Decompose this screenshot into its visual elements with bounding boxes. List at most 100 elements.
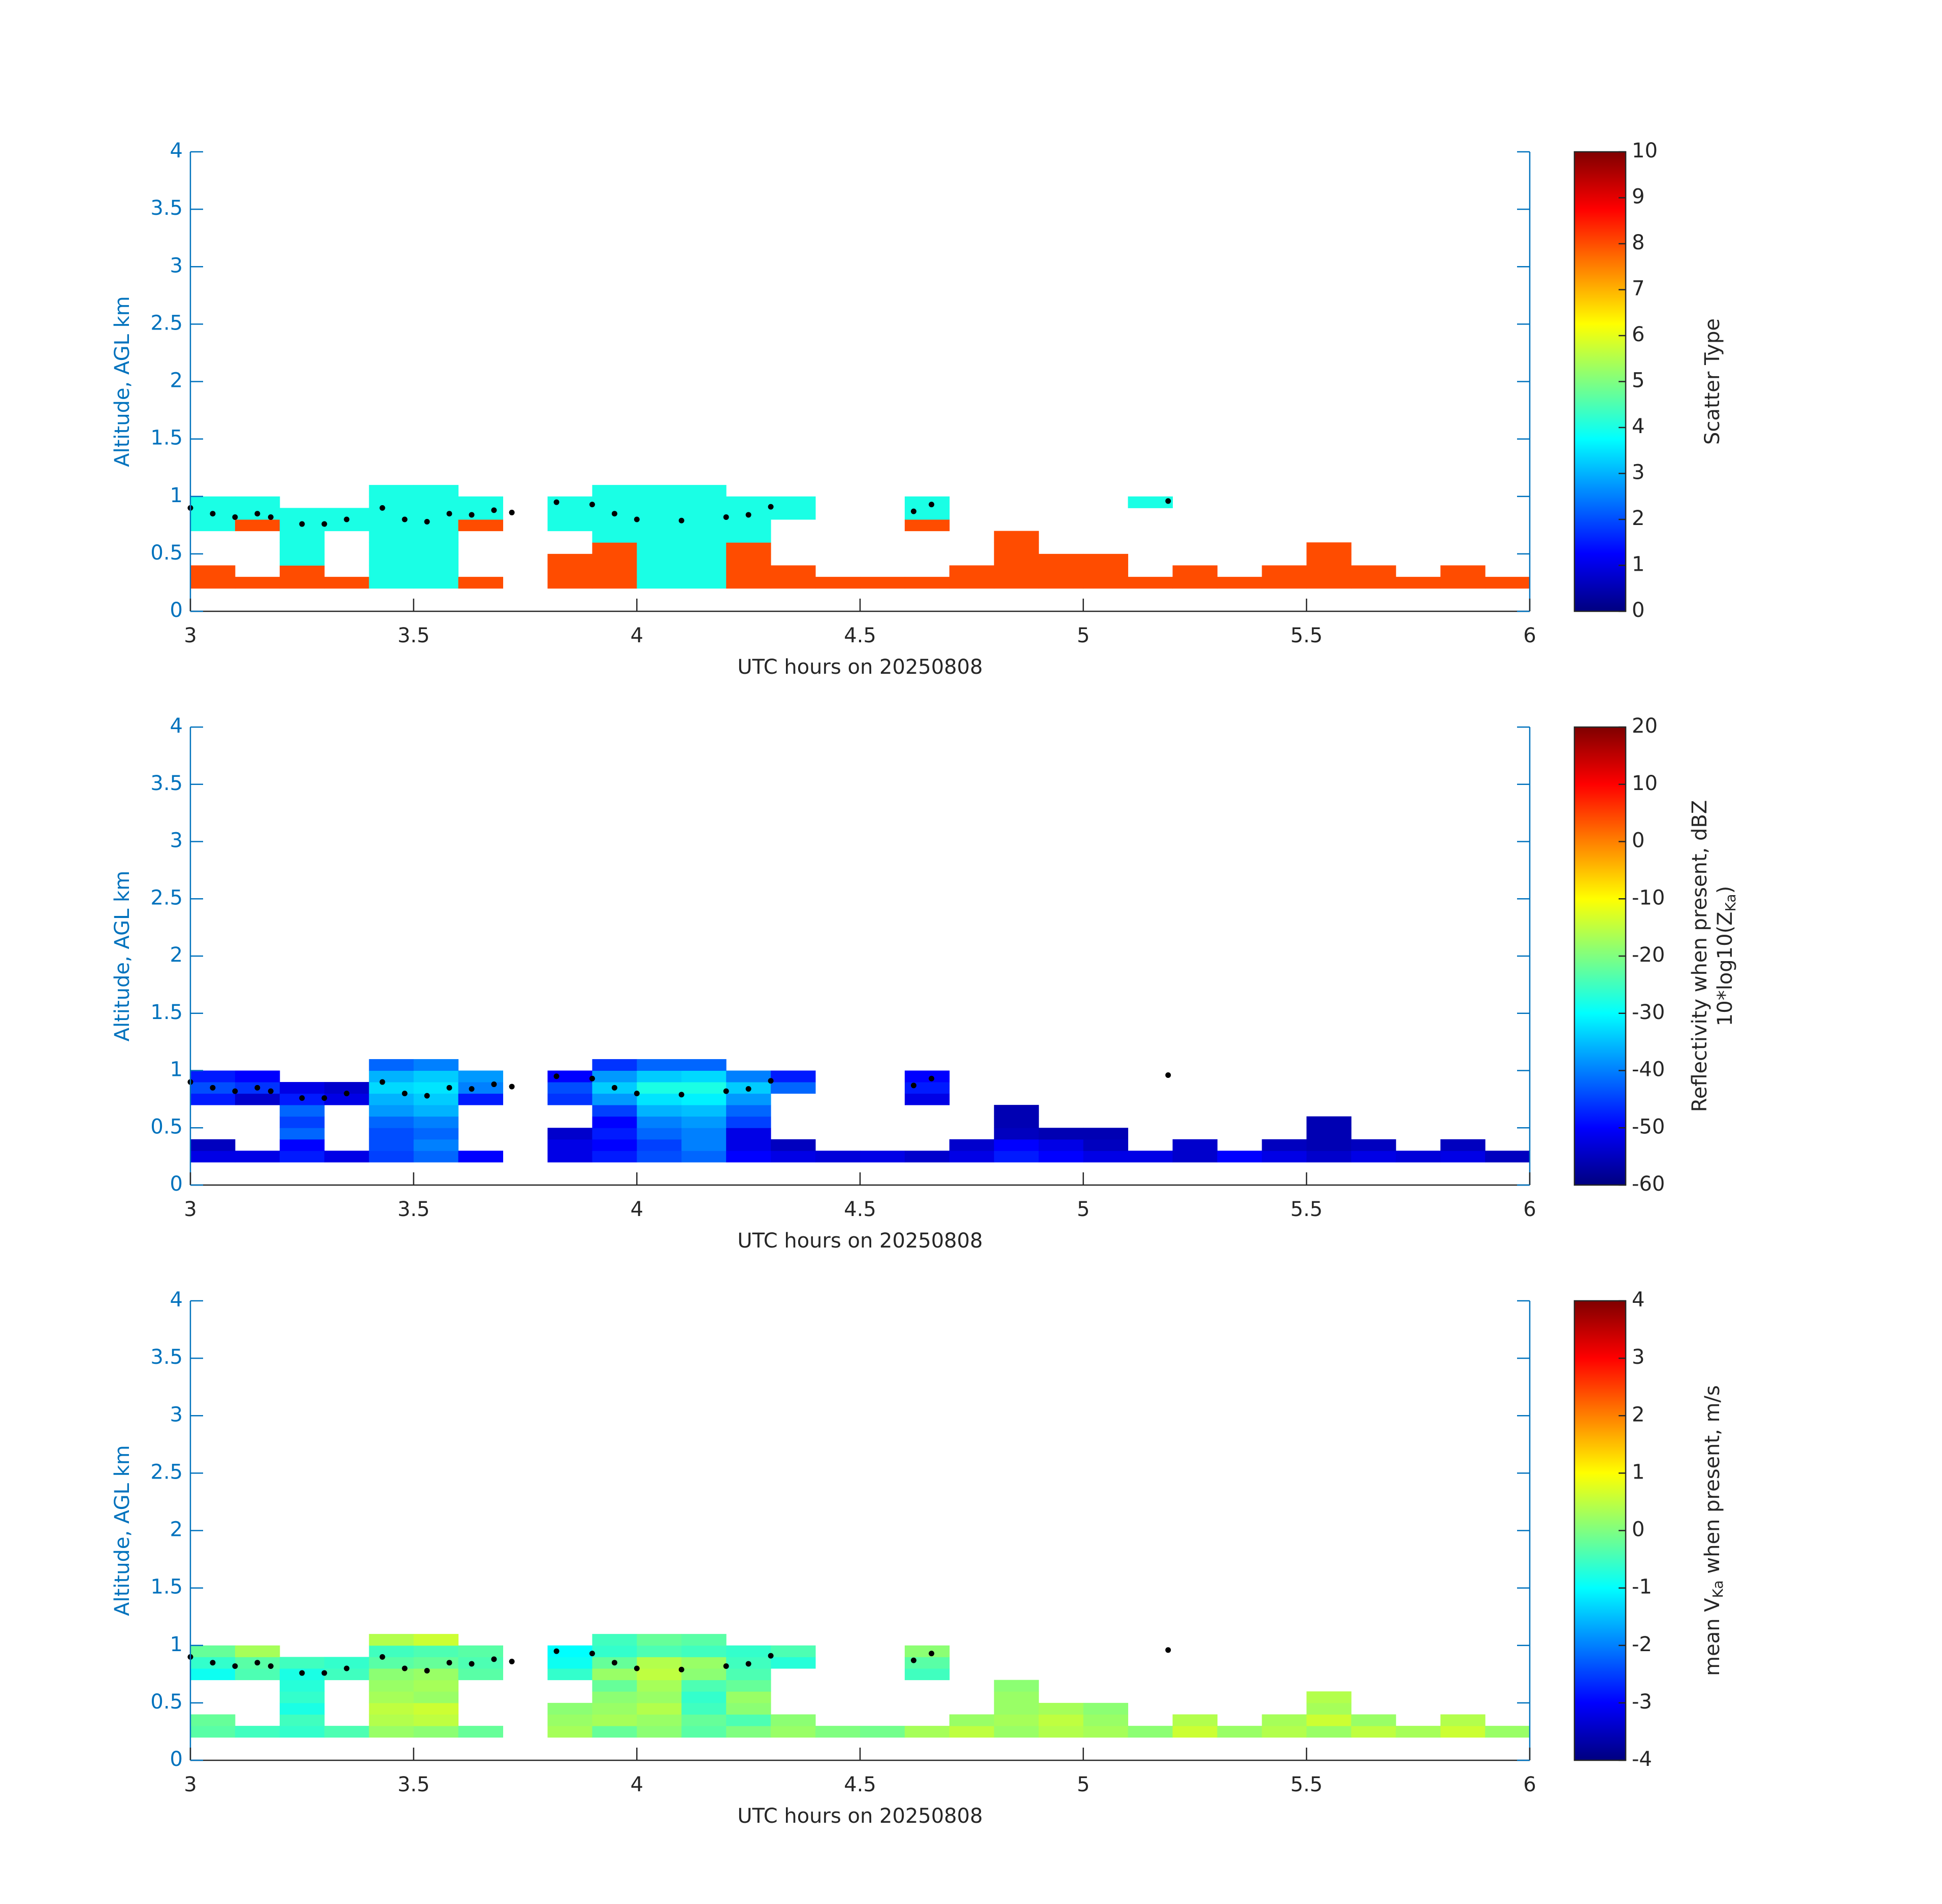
cloud-base-point xyxy=(232,514,238,520)
colorbar-tick-label: 7 xyxy=(1632,277,1644,301)
heatmap-cell xyxy=(1440,1714,1486,1726)
heatmap-cell xyxy=(994,1128,1039,1140)
heatmap-cell xyxy=(190,565,236,577)
heatmap-cell xyxy=(324,519,370,532)
cloud-base-point xyxy=(634,1665,640,1671)
heatmap-cell xyxy=(681,1680,727,1692)
cloud-base-point xyxy=(509,1658,515,1664)
x-tick-label: 4.5 xyxy=(844,624,876,647)
heatmap-cell xyxy=(1217,1726,1262,1738)
y-tick-label: 0 xyxy=(170,1172,183,1196)
heatmap-cell xyxy=(369,1680,414,1692)
heatmap-cell xyxy=(369,508,414,520)
heatmap-cell xyxy=(1440,1151,1486,1163)
heatmap-cell xyxy=(726,1116,771,1128)
heatmap-cell xyxy=(1440,565,1486,577)
heatmap-cell xyxy=(413,1645,459,1657)
heatmap-cell xyxy=(726,1714,771,1726)
heatmap-cell xyxy=(369,1634,414,1646)
heatmap-cell xyxy=(458,1093,504,1105)
heatmap-cell xyxy=(1128,496,1173,508)
heatmap-cell xyxy=(726,565,771,577)
heatmap-cell xyxy=(1128,1726,1173,1738)
colorbar-tick-label: 1 xyxy=(1632,553,1644,576)
cloud-base-point xyxy=(469,1086,475,1092)
heatmap-cell xyxy=(771,1657,816,1669)
heatmap-cell xyxy=(1306,553,1352,566)
heatmap-cell xyxy=(235,496,280,508)
x-tick-label: 3 xyxy=(184,1773,196,1796)
heatmap-cell xyxy=(949,1139,995,1151)
heatmap-cell xyxy=(637,1645,682,1657)
heatmap-cell xyxy=(413,1668,459,1681)
cloud-base-point xyxy=(254,511,260,517)
cloud-base-point xyxy=(553,499,559,505)
heatmap-cell xyxy=(1217,1151,1262,1163)
x-tick-label: 3.5 xyxy=(398,1198,430,1221)
label-part: ) xyxy=(1714,886,1737,894)
y-tick-label: 1 xyxy=(170,1633,183,1656)
heatmap-cell xyxy=(592,1680,637,1692)
heatmap-cell xyxy=(726,1680,771,1692)
heatmap-cell xyxy=(681,519,727,532)
cloud-base-point xyxy=(634,516,640,522)
heatmap-cell xyxy=(1083,577,1129,589)
heatmap-cell xyxy=(681,485,727,497)
heatmap-cell xyxy=(771,1645,816,1657)
cloud-base-point xyxy=(678,1666,684,1672)
cloud-base-point xyxy=(402,1665,408,1671)
heatmap-cell xyxy=(994,1105,1039,1117)
cloud-base-point xyxy=(469,512,475,518)
heatmap-cell xyxy=(726,1139,771,1151)
colorbar-tick-label: -30 xyxy=(1632,1001,1665,1024)
heatmap-cell xyxy=(413,1657,459,1669)
heatmap-cell xyxy=(458,1151,504,1163)
heatmap-cell xyxy=(637,519,682,532)
heatmap-cell xyxy=(1306,1139,1352,1151)
heatmap-cell xyxy=(235,1093,280,1105)
heatmap-cell xyxy=(1306,1116,1352,1128)
heatmap-cell xyxy=(637,1151,682,1163)
cloud-base-point xyxy=(299,521,305,527)
heatmap-cell xyxy=(547,1714,593,1726)
cloud-base-point xyxy=(402,1091,408,1097)
heatmap-cell xyxy=(413,508,459,520)
heatmap-cell xyxy=(949,1151,995,1163)
heatmap-cell xyxy=(592,1139,637,1151)
y-axis-label: Altitude, AGL km xyxy=(111,296,134,467)
heatmap-cell xyxy=(1083,565,1129,577)
heatmap-cell xyxy=(1038,1726,1084,1738)
heatmap-cell xyxy=(190,1139,236,1151)
heatmap-cell xyxy=(681,496,727,508)
heatmap-cell xyxy=(1306,1726,1352,1738)
heatmap-cell xyxy=(235,1726,280,1738)
cloud-base-point xyxy=(268,1663,274,1669)
heatmap-cell xyxy=(190,1668,236,1681)
heatmap-cell xyxy=(369,1059,414,1071)
heatmap-cell xyxy=(637,1668,682,1681)
heatmap-cell xyxy=(1351,577,1396,589)
heatmap-cell xyxy=(1038,553,1084,566)
heatmap-cell xyxy=(1262,1714,1307,1726)
x-tick-label: 6 xyxy=(1523,624,1536,647)
y-tick-label: 2 xyxy=(170,943,183,967)
y-tick-label: 3 xyxy=(170,254,183,277)
heatmap-cell xyxy=(458,1668,504,1681)
heatmap-cell xyxy=(1038,577,1084,589)
heatmap-cell xyxy=(637,1634,682,1646)
heatmap-cell xyxy=(413,1726,459,1738)
y-tick-label: 3.5 xyxy=(150,196,183,220)
y-tick-label: 1 xyxy=(170,484,183,507)
heatmap-cell xyxy=(637,1093,682,1105)
heatmap-cell xyxy=(771,1082,816,1094)
heatmap-cell xyxy=(815,577,861,589)
heatmap-cell xyxy=(235,577,280,589)
colorbar-tick-label: 9 xyxy=(1632,185,1644,209)
cloud-base-point xyxy=(232,1088,238,1094)
heatmap-cell xyxy=(547,577,593,589)
heatmap-cell xyxy=(949,1726,995,1738)
colorbar xyxy=(1573,1300,1627,1761)
cloud-base-point xyxy=(509,1084,515,1090)
cloud-base-point xyxy=(232,1663,238,1669)
heatmap-cell xyxy=(369,485,414,497)
